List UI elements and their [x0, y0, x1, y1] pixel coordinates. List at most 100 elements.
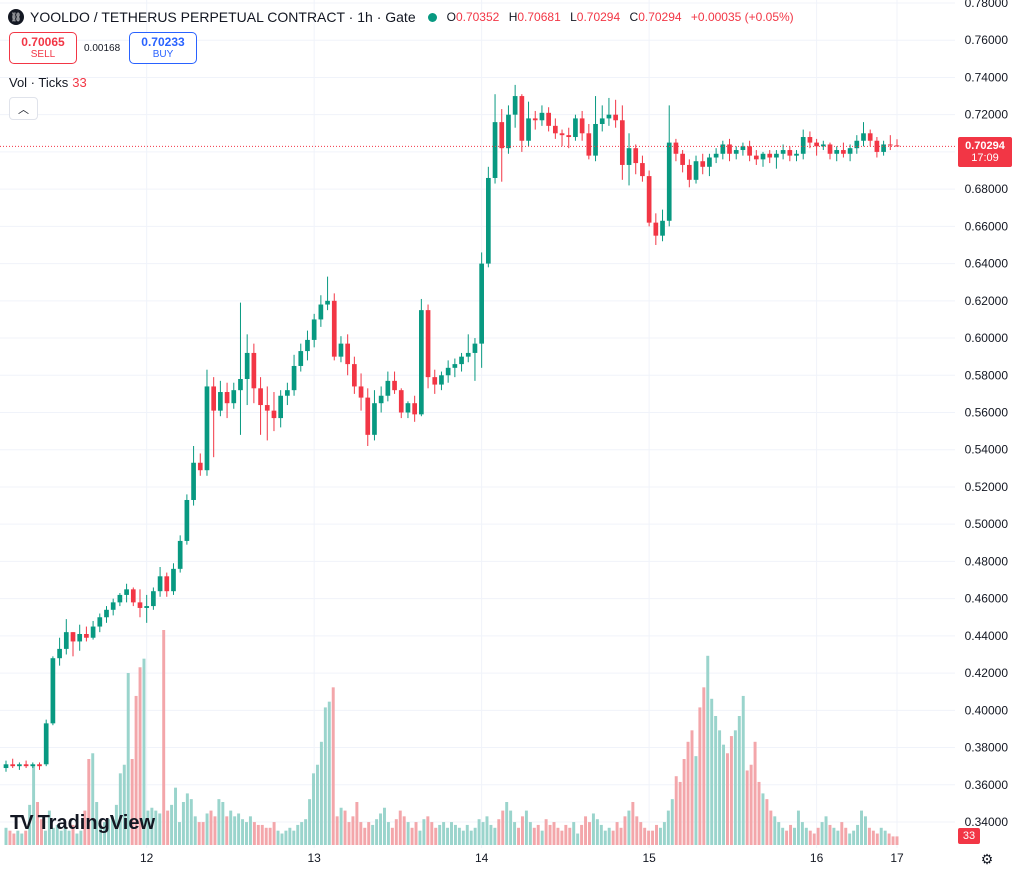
candle — [84, 626, 89, 642]
candle — [479, 252, 484, 368]
volume-bar — [91, 753, 95, 845]
candle-body — [17, 764, 22, 767]
candle — [814, 138, 819, 156]
settings-gear-icon[interactable]: ⚙ — [980, 850, 994, 867]
volume-bar — [414, 822, 418, 845]
volume-bar — [323, 707, 327, 845]
volume-bar — [733, 730, 737, 845]
candle — [445, 360, 451, 383]
candle — [747, 140, 752, 162]
candle-body — [291, 365, 297, 391]
candle-body — [593, 123, 598, 156]
volume-bar — [375, 819, 379, 845]
candle-body — [57, 648, 62, 659]
volume-bar — [789, 824, 793, 845]
candle-body — [700, 161, 706, 167]
time-tick-label: 13 — [307, 851, 321, 865]
candle-body — [318, 304, 324, 320]
candle — [171, 563, 176, 595]
candle — [465, 334, 471, 363]
candle-body — [640, 163, 645, 177]
candle-body — [532, 118, 538, 121]
candle-body — [767, 153, 773, 158]
volume-bar — [694, 756, 698, 845]
candle — [847, 144, 853, 162]
price-tick-label: 0.74000 — [965, 70, 1009, 84]
candle — [298, 343, 304, 372]
candle-body — [238, 378, 243, 391]
volume-legend[interactable]: Vol · Ticks 33 — [9, 75, 87, 90]
volume-bar — [110, 816, 114, 845]
sell-button[interactable]: 0.70065 SELL — [9, 32, 77, 64]
candle — [787, 146, 793, 162]
volume-bar — [438, 824, 442, 845]
candle — [800, 129, 806, 160]
candle — [77, 624, 83, 651]
volume-bar — [678, 781, 682, 845]
collapse-legend-button[interactable]: ︿ — [9, 97, 38, 120]
volume-bars — [4, 630, 899, 845]
candle-body — [224, 392, 230, 404]
volume-bar — [363, 827, 367, 845]
volume-bar — [804, 827, 808, 845]
candle-body — [90, 626, 96, 638]
candle-body — [774, 153, 779, 158]
tradingview-logo[interactable]: TV TradingView — [10, 812, 155, 835]
candle-body — [720, 144, 726, 154]
volume-bar — [722, 744, 726, 845]
candle-body — [191, 462, 196, 500]
candle — [211, 377, 217, 458]
volume-bar — [745, 770, 749, 845]
buy-label: BUY — [152, 49, 174, 60]
volume-bar — [852, 830, 856, 845]
candle-body — [727, 144, 732, 154]
volume-bar — [51, 827, 55, 845]
candle-body — [372, 403, 377, 435]
chart-header: ⛓ YOOLDO / TETHERUS PERPETUAL CONTRACT ·… — [8, 6, 800, 28]
volume-bar — [386, 822, 390, 845]
volume-bar — [75, 833, 79, 845]
volume-bar — [134, 695, 138, 845]
spread-value: 0.00168 — [84, 43, 121, 54]
symbol-title[interactable]: YOOLDO / TETHERUS PERPETUAL CONTRACT · 1… — [30, 9, 416, 25]
logo-text: TradingView — [37, 812, 156, 834]
buy-price: 0.70233 — [141, 35, 185, 49]
candle-body — [680, 153, 685, 165]
candle-body — [486, 177, 491, 264]
candle — [532, 110, 538, 130]
volume-bar — [221, 802, 225, 845]
volume-bar — [402, 816, 406, 845]
candle — [224, 382, 230, 419]
candle — [425, 304, 431, 389]
volume-bar — [655, 824, 658, 845]
candle — [285, 382, 290, 406]
volume-bar — [674, 776, 678, 845]
candle-body — [760, 153, 766, 160]
candle-body — [378, 395, 384, 404]
candle — [419, 298, 424, 417]
volume-bar — [793, 827, 796, 845]
high-value: 0.70681 — [517, 10, 561, 24]
candle — [97, 613, 103, 633]
candle — [492, 94, 498, 184]
candle — [673, 138, 679, 162]
volume-bar — [248, 816, 252, 845]
volume-bar — [824, 816, 828, 845]
price-tick-label: 0.76000 — [965, 33, 1009, 47]
candle — [827, 142, 833, 160]
market-open-status-icon — [427, 12, 437, 22]
volume-bar — [446, 827, 450, 845]
volume-bar — [773, 816, 777, 845]
candle-body — [807, 137, 813, 143]
volume-bar — [800, 822, 804, 845]
volume-bar — [836, 830, 840, 845]
candle-body — [117, 594, 123, 603]
volume-bar — [103, 822, 107, 845]
candle — [325, 276, 330, 311]
buy-button[interactable]: 0.70233 BUY — [129, 32, 197, 64]
volume-bar — [895, 836, 899, 845]
candle-body — [338, 343, 344, 357]
candle-body — [110, 602, 116, 610]
low-value: 0.70294 — [576, 10, 621, 24]
